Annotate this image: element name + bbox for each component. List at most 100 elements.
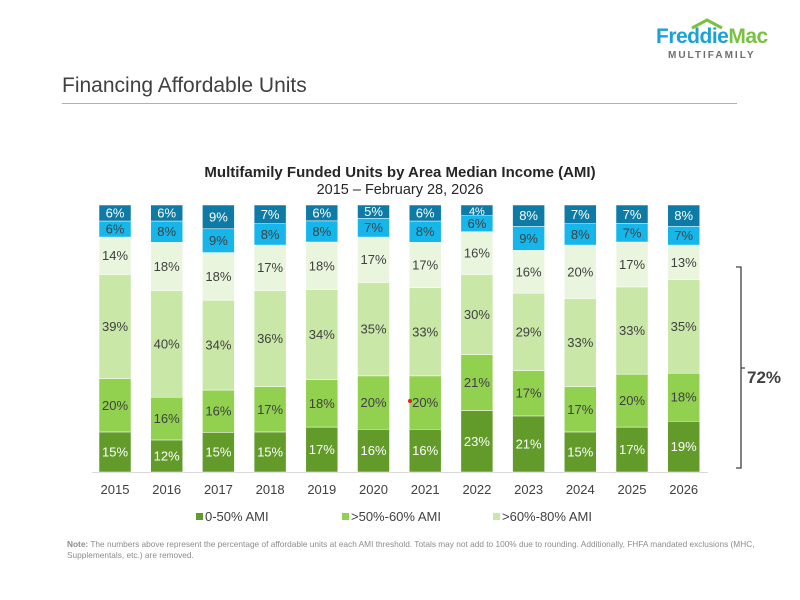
bar-segment xyxy=(667,244,700,281)
data-label: 33% xyxy=(619,323,645,338)
bar-segment xyxy=(667,279,700,374)
bar-segment xyxy=(667,421,700,473)
data-label: 17% xyxy=(619,442,645,457)
data-label: 6% xyxy=(416,206,435,221)
x-tick-label: 2025 xyxy=(618,482,647,497)
data-label: 7% xyxy=(674,228,693,243)
footnote: Note: The numbers above represent the pe… xyxy=(67,539,757,561)
bar-segment xyxy=(564,244,597,299)
data-label: 7% xyxy=(261,207,280,222)
data-label: 14% xyxy=(102,248,128,263)
data-label: 34% xyxy=(205,338,231,353)
bar-segment xyxy=(150,242,183,291)
data-label: 20% xyxy=(360,395,386,410)
x-tick-label: 2024 xyxy=(566,482,595,497)
data-label: 7% xyxy=(623,225,642,240)
x-tick-label: 2015 xyxy=(101,482,130,497)
data-label: 16% xyxy=(516,264,542,279)
chart-title: Multifamily Funded Units by Area Median … xyxy=(204,164,596,181)
bar-segment xyxy=(150,204,183,222)
data-label: 13% xyxy=(671,255,697,270)
data-label: 8% xyxy=(674,208,693,223)
data-label: 21% xyxy=(516,436,542,451)
data-label: 20% xyxy=(567,264,593,279)
legend-item-0-50: 0-50% AMI xyxy=(196,509,269,524)
bar-segment xyxy=(253,431,287,473)
data-label: 18% xyxy=(309,396,335,411)
data-label: 12% xyxy=(154,448,180,463)
data-label: 20% xyxy=(102,398,128,413)
bar-segment xyxy=(564,386,597,433)
bar-segment xyxy=(305,289,339,380)
x-tick-label: 2020 xyxy=(359,482,388,497)
data-label: 8% xyxy=(571,227,590,242)
data-label: 33% xyxy=(567,335,593,350)
bar-segment xyxy=(460,354,494,411)
data-label: 16% xyxy=(154,411,180,426)
bar-segment xyxy=(202,299,235,391)
data-label: 6% xyxy=(312,205,331,220)
data-label: 19% xyxy=(671,439,697,454)
logo-text-freddie: Freddie xyxy=(656,25,729,48)
data-label: 5% xyxy=(364,204,383,219)
title-divider xyxy=(62,103,737,104)
bar-segment xyxy=(512,292,545,371)
data-label: 20% xyxy=(412,395,438,410)
bar-segment xyxy=(357,282,390,377)
logo-subtext: MULTIFAMILY xyxy=(668,50,756,61)
bar-segment xyxy=(150,290,183,398)
data-label: 16% xyxy=(360,443,386,458)
bar-segment xyxy=(615,241,649,288)
bar-segment xyxy=(150,396,183,441)
bar-segment xyxy=(408,242,442,289)
data-label: 17% xyxy=(412,258,438,273)
bar-segment xyxy=(202,432,235,473)
data-label: 6% xyxy=(106,222,125,237)
bar-segment xyxy=(253,290,287,387)
bracket xyxy=(736,266,745,469)
data-label: 17% xyxy=(309,442,335,457)
data-label: 17% xyxy=(516,386,542,401)
data-label: 15% xyxy=(567,444,593,459)
legend-swatch xyxy=(196,513,203,520)
bar-segment xyxy=(564,204,597,224)
data-label: 16% xyxy=(412,443,438,458)
data-label: 33% xyxy=(412,324,438,339)
bracket-annotation: 72% xyxy=(747,368,782,387)
bar-segment xyxy=(98,431,132,473)
bar-segment xyxy=(253,204,287,224)
data-label: 16% xyxy=(205,404,231,419)
note-label: Note: xyxy=(67,539,89,549)
x-tick-label: 2019 xyxy=(307,482,336,497)
data-label: 30% xyxy=(464,307,490,322)
data-label: 34% xyxy=(309,327,335,342)
red-dot-marker xyxy=(408,399,412,403)
bar-segment xyxy=(615,204,649,224)
bar-segment xyxy=(460,231,494,275)
legend-swatch xyxy=(493,513,500,520)
bar-segment xyxy=(305,426,339,473)
data-label: 29% xyxy=(516,324,542,339)
data-label: 39% xyxy=(102,319,128,334)
bar-segment xyxy=(98,236,132,275)
bar-segment xyxy=(98,378,132,433)
data-label: 6% xyxy=(106,206,125,221)
x-tick-label: 2017 xyxy=(204,482,233,497)
data-label: 20% xyxy=(619,393,645,408)
bar-segment xyxy=(512,226,545,251)
bar-segment xyxy=(305,241,339,290)
data-label: 15% xyxy=(257,444,283,459)
x-tick-label: 2026 xyxy=(669,482,698,497)
bar-segment xyxy=(150,439,183,473)
bar-segment xyxy=(564,431,597,473)
data-label: 18% xyxy=(671,390,697,405)
bar-segment xyxy=(202,204,235,230)
legend-label: >50%-60% AMI xyxy=(351,509,441,524)
data-label: 8% xyxy=(157,224,176,239)
data-label: 4% xyxy=(469,206,485,218)
bar-segment xyxy=(564,298,597,387)
bar-segment xyxy=(667,372,700,422)
x-tick-label: 2023 xyxy=(514,482,543,497)
data-label: 17% xyxy=(567,402,593,417)
data-label: 8% xyxy=(416,224,435,239)
